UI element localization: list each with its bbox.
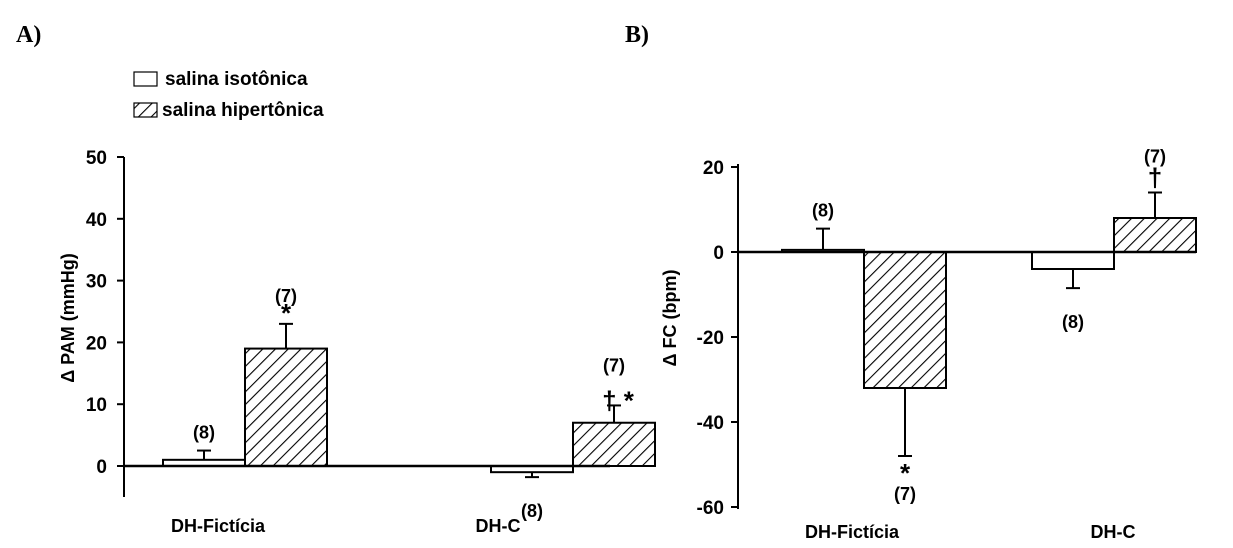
n-count-label: (7): [894, 484, 916, 504]
category-label: DH-C: [1091, 522, 1136, 542]
chart-panel-b: Δ FC (bpm) -60 -40 -20 0 20 DH-Fictícia DH-C (8…: [660, 147, 1197, 542]
significance-mark: † *: [602, 385, 635, 415]
y-axis-label-b: Δ FC (bpm): [660, 270, 680, 367]
y-tick-label: 40: [86, 210, 107, 231]
bar-isotonica: [1031, 251, 1115, 270]
y-tick-label: 20: [86, 333, 107, 354]
y-axis-label-a: Δ PAM (mmHg): [58, 253, 78, 383]
y-tick-label: -20: [697, 328, 724, 349]
legend-swatch-isotonica: [133, 71, 158, 87]
n-count-label: (8): [812, 201, 834, 221]
y-tick-label: -60: [697, 498, 724, 519]
n-count-label: (8): [521, 501, 543, 521]
n-count-label: (7): [603, 355, 625, 375]
significance-mark: †: [1148, 163, 1162, 193]
category-label: DH-C: [476, 516, 521, 536]
panel-b-label: B): [625, 22, 649, 48]
bar-hipertonica: [244, 347, 328, 467]
legend-label-isotonica: salina isotônica: [165, 69, 308, 90]
y-tick-label: -40: [697, 413, 724, 434]
n-count-label: (7): [275, 286, 297, 306]
y-tick-label: 10: [86, 395, 107, 416]
legend: salina isotônica salina hipertônica: [133, 69, 324, 121]
legend-label-hipertonica: salina hipertônica: [162, 100, 324, 121]
y-tick-label: 0: [713, 243, 724, 264]
panel-a-label: A): [16, 22, 41, 48]
significance-mark: *: [900, 458, 911, 488]
bar-hipertonica: [572, 421, 656, 467]
y-tick-label: 20: [703, 158, 724, 179]
category-label: DH-Fictícia: [171, 516, 266, 536]
n-count-label: (8): [1062, 312, 1084, 332]
bar-hipertonica: [1113, 217, 1197, 253]
y-tick-label: 30: [86, 272, 107, 293]
bar-hipertonica: [863, 251, 947, 389]
significance-mark: *: [281, 298, 292, 328]
legend-swatch-hipertonica: [133, 102, 158, 118]
y-tick-label: 50: [86, 148, 107, 169]
y-tick-label: 0: [96, 457, 107, 478]
category-label: DH-Fictícia: [805, 522, 900, 542]
n-count-label: (7): [1144, 147, 1166, 167]
n-count-label: (8): [193, 423, 215, 443]
